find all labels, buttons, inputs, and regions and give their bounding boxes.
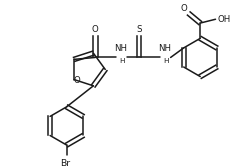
Text: NH: NH (158, 44, 171, 53)
Text: H: H (163, 58, 168, 64)
Text: O: O (181, 4, 187, 13)
Text: O: O (92, 25, 98, 34)
Text: OH: OH (218, 15, 231, 24)
Text: NH: NH (114, 44, 127, 53)
Text: O: O (74, 76, 80, 85)
Text: Br: Br (60, 159, 70, 168)
Text: S: S (136, 25, 142, 34)
Text: H: H (119, 58, 125, 64)
